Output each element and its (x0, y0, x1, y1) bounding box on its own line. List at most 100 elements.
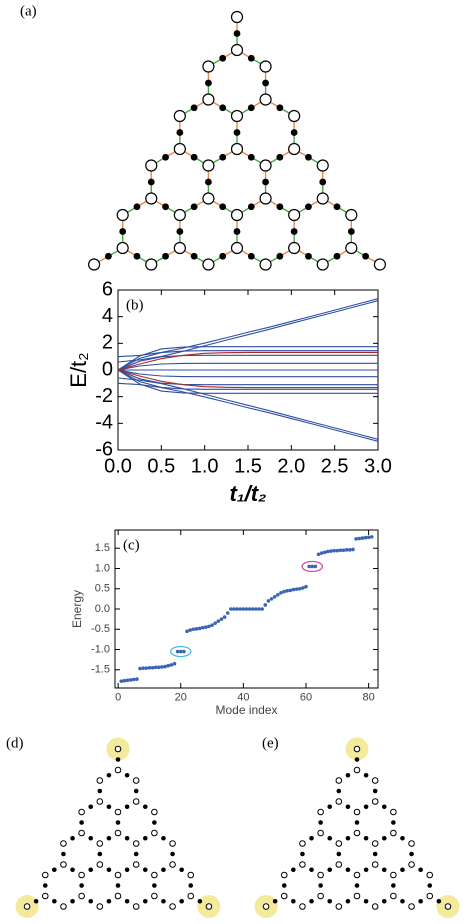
point (203, 625, 208, 630)
vertex-site (23, 903, 31, 910)
point (200, 625, 205, 630)
vertex-site (335, 798, 343, 805)
bond-site (104, 252, 112, 260)
lattice (88, 10, 386, 271)
point (344, 548, 349, 552)
lattice (254, 737, 460, 919)
bond-site (106, 804, 112, 810)
bond-site (291, 867, 296, 873)
vertex-site (116, 208, 129, 222)
vertex-site (390, 871, 397, 879)
y-tick-label: 6 (102, 278, 113, 300)
point (341, 548, 346, 553)
point (213, 621, 217, 625)
bond-site (345, 772, 351, 778)
bond-site (190, 104, 198, 112)
vertex-site (230, 10, 244, 24)
vertex-site (335, 903, 343, 910)
panel-label: (d) (6, 735, 24, 751)
vertex-site (408, 861, 415, 868)
bond-site (97, 788, 103, 794)
bond-site (333, 203, 341, 211)
bond-site (354, 820, 360, 825)
vertex-site (96, 861, 104, 868)
bond-site (309, 835, 314, 841)
bond-site (327, 867, 333, 873)
point (307, 564, 311, 569)
vertex-site (345, 241, 358, 255)
bond-site (290, 129, 298, 136)
bond-site (176, 129, 184, 136)
bond-site (362, 252, 370, 260)
bond-site (333, 252, 341, 260)
curve (117, 369, 378, 389)
point (229, 607, 233, 611)
point (297, 586, 302, 591)
point (338, 548, 343, 553)
bond-site (305, 203, 312, 211)
point (160, 665, 164, 669)
bond-site (162, 203, 169, 211)
x-tick-label: 1.5 (234, 455, 262, 477)
bond-site (391, 820, 396, 825)
vertex-site (132, 798, 140, 805)
point (119, 679, 124, 683)
vertex-site (169, 903, 176, 910)
vertex-site (173, 142, 186, 156)
vertex-site (151, 892, 158, 900)
bond-site (219, 104, 227, 112)
point (191, 627, 196, 632)
panel-label: (c) (123, 537, 140, 553)
vertex-site (78, 871, 85, 879)
vertex-site (317, 808, 324, 816)
bond-site (133, 788, 139, 794)
bond-site (290, 228, 298, 235)
point (216, 619, 221, 623)
bond-site (106, 867, 112, 873)
point (241, 607, 246, 611)
bond-site (400, 867, 405, 873)
vertex-site (202, 93, 215, 106)
bond-site (106, 898, 112, 904)
annotation-ring (170, 645, 192, 658)
vertex-site (390, 808, 397, 816)
point (288, 588, 293, 593)
vertex-site (335, 840, 343, 847)
point (166, 663, 171, 668)
point (175, 649, 180, 654)
bond-site (124, 772, 130, 778)
vertex-site (96, 840, 104, 847)
vertex-site (259, 60, 272, 73)
bond-site (247, 153, 255, 161)
point (335, 548, 340, 553)
y-tick-label: 4 (102, 305, 113, 327)
bond-site (79, 820, 84, 825)
bond-site (219, 153, 227, 161)
vertex-site (259, 192, 272, 205)
y-tick-label: 1.0 (95, 562, 110, 574)
vertex-site (145, 159, 158, 172)
vertex-site (187, 871, 195, 879)
point (244, 607, 249, 611)
vertex-site (353, 766, 361, 774)
point (279, 590, 283, 595)
vertex-site (353, 892, 361, 900)
vertex-site (114, 892, 122, 900)
curve (117, 298, 379, 358)
vertex-site (114, 808, 122, 816)
point (257, 607, 261, 611)
bond-site (354, 883, 360, 888)
point (332, 548, 336, 553)
bond-site (161, 867, 166, 873)
bond-site (305, 252, 312, 260)
point (276, 593, 280, 597)
bond-site (88, 898, 94, 904)
point (144, 666, 149, 670)
bond-site (70, 898, 75, 904)
vertex-site (408, 903, 415, 910)
bond-site (233, 30, 241, 37)
vertex-site (353, 829, 361, 837)
curve (117, 351, 378, 371)
bond-site (276, 104, 284, 112)
bond-site (176, 228, 184, 235)
